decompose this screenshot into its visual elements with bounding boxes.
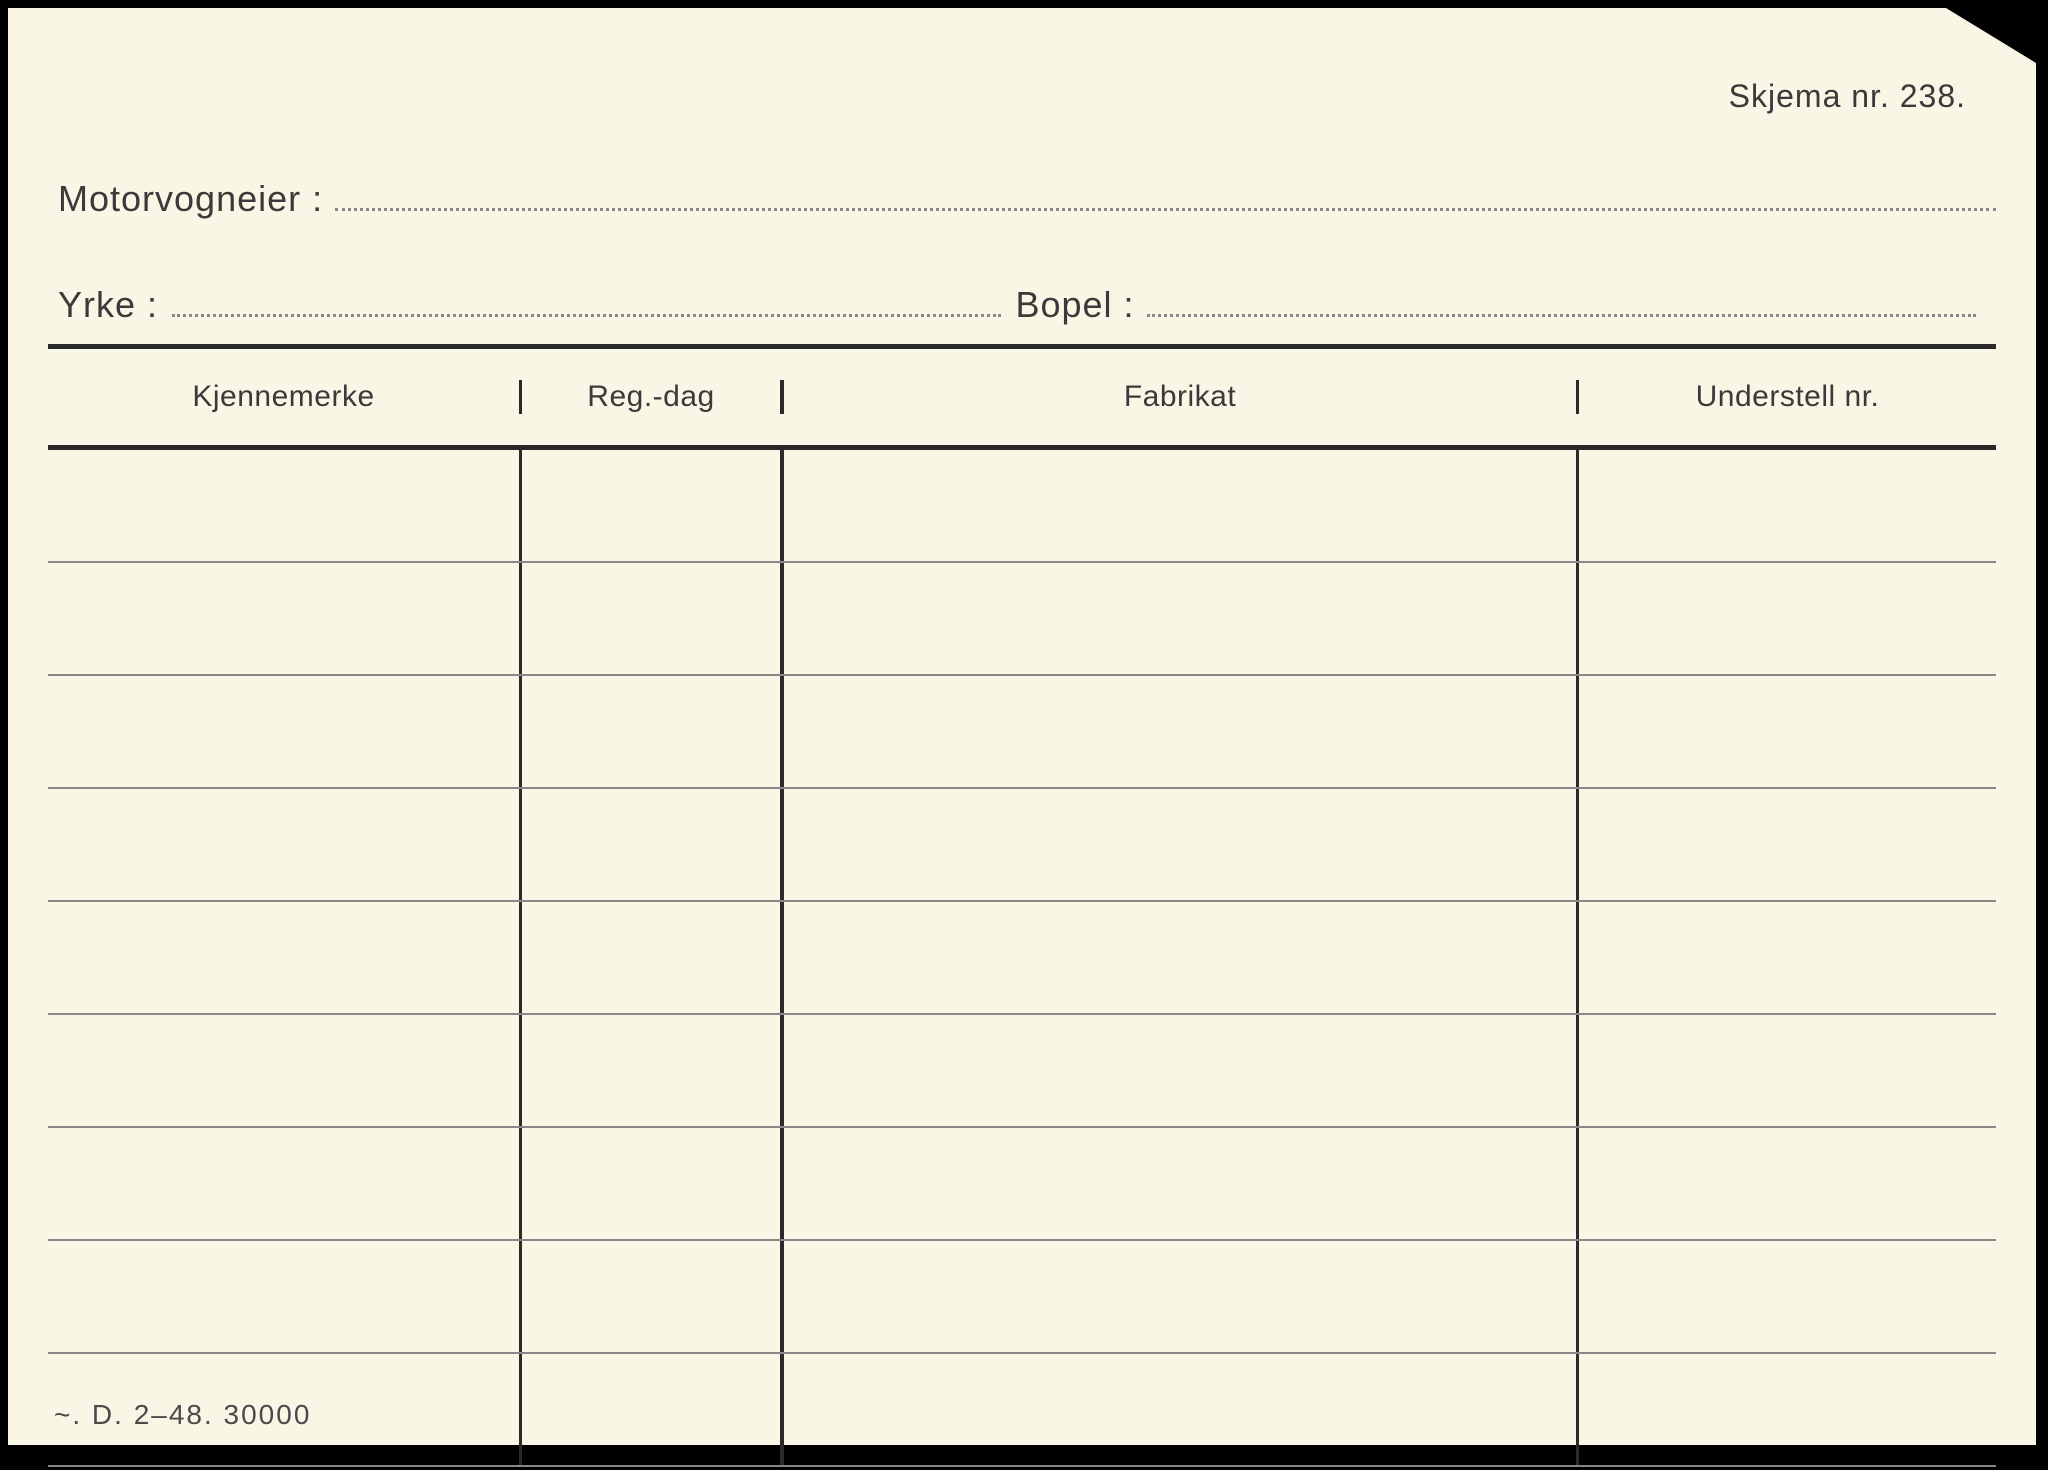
table-cell[interactable] <box>784 789 1579 900</box>
table-body <box>48 450 1996 1470</box>
occupation-input-line[interactable] <box>172 314 1001 317</box>
owner-label: Motorvogneier : <box>58 178 323 220</box>
residence-input-line[interactable] <box>1147 314 1976 317</box>
table-cell[interactable] <box>48 450 522 561</box>
table-cell[interactable] <box>1579 1241 1996 1352</box>
form-number: Skjema nr. 238. <box>1729 78 1966 115</box>
owner-input-line[interactable] <box>335 208 1996 211</box>
table-cell[interactable] <box>48 1015 522 1126</box>
table-row[interactable] <box>48 789 1996 902</box>
table-cell[interactable] <box>522 1241 784 1352</box>
column-header-regdag: Reg.-dag <box>522 380 784 414</box>
table-cell[interactable] <box>1579 676 1996 787</box>
table-cell[interactable] <box>1579 1354 1996 1465</box>
table-cell[interactable] <box>784 902 1579 1013</box>
table-cell[interactable] <box>784 676 1579 787</box>
table-cell[interactable] <box>1579 563 1996 674</box>
table-cell[interactable] <box>1579 450 1996 561</box>
table-cell[interactable] <box>784 563 1579 674</box>
table-cell[interactable] <box>48 676 522 787</box>
table-cell[interactable] <box>784 450 1579 561</box>
table-row[interactable] <box>48 676 1996 789</box>
table-row[interactable] <box>48 563 1996 676</box>
table-cell[interactable] <box>522 450 784 561</box>
table-cell[interactable] <box>1579 902 1996 1013</box>
footer-print-code: ~. D. 2–48. 30000 <box>54 1399 311 1431</box>
table-cell[interactable] <box>522 902 784 1013</box>
table-cell[interactable] <box>1579 1015 1996 1126</box>
table-row[interactable] <box>48 902 1996 1015</box>
table-cell[interactable] <box>48 789 522 900</box>
occupation-label: Yrke : <box>58 284 158 326</box>
table-cell[interactable] <box>1579 789 1996 900</box>
table-cell[interactable] <box>784 1241 1579 1352</box>
table-row[interactable] <box>48 1128 1996 1241</box>
table-header-row: Kjennemerke Reg.-dag Fabrikat Understell… <box>48 349 1996 445</box>
table-cell[interactable] <box>784 1128 1579 1239</box>
column-header-understell: Understell nr. <box>1579 380 1996 414</box>
table-row[interactable] <box>48 1354 1996 1467</box>
table-cell[interactable] <box>522 789 784 900</box>
residence-label: Bopel : <box>1015 284 1134 326</box>
table-cell[interactable] <box>522 1128 784 1239</box>
column-header-fabrikat: Fabrikat <box>784 380 1579 414</box>
table-row[interactable] <box>48 1015 1996 1128</box>
table-cell[interactable] <box>522 676 784 787</box>
table-row[interactable] <box>48 1241 1996 1354</box>
table-cell[interactable] <box>784 1354 1579 1465</box>
table-cell[interactable] <box>1579 1128 1996 1239</box>
table-cell[interactable] <box>522 563 784 674</box>
vehicle-table: Kjennemerke Reg.-dag Fabrikat Understell… <box>48 344 1996 1470</box>
table-cell[interactable] <box>48 1241 522 1352</box>
table-cell[interactable] <box>48 902 522 1013</box>
occupation-residence-row: Yrke : Bopel : <box>58 284 1976 326</box>
table-cell[interactable] <box>522 1015 784 1126</box>
table-cell[interactable] <box>48 563 522 674</box>
owner-field-row: Motorvogneier : <box>58 178 1996 220</box>
table-cell[interactable] <box>522 1354 784 1465</box>
table-row[interactable] <box>48 450 1996 563</box>
table-cell[interactable] <box>784 1015 1579 1126</box>
corner-fold <box>1946 8 2036 63</box>
column-header-kjennemerke: Kjennemerke <box>48 380 522 414</box>
form-card: Skjema nr. 238. Motorvogneier : Yrke : B… <box>8 8 2036 1445</box>
table-cell[interactable] <box>48 1128 522 1239</box>
